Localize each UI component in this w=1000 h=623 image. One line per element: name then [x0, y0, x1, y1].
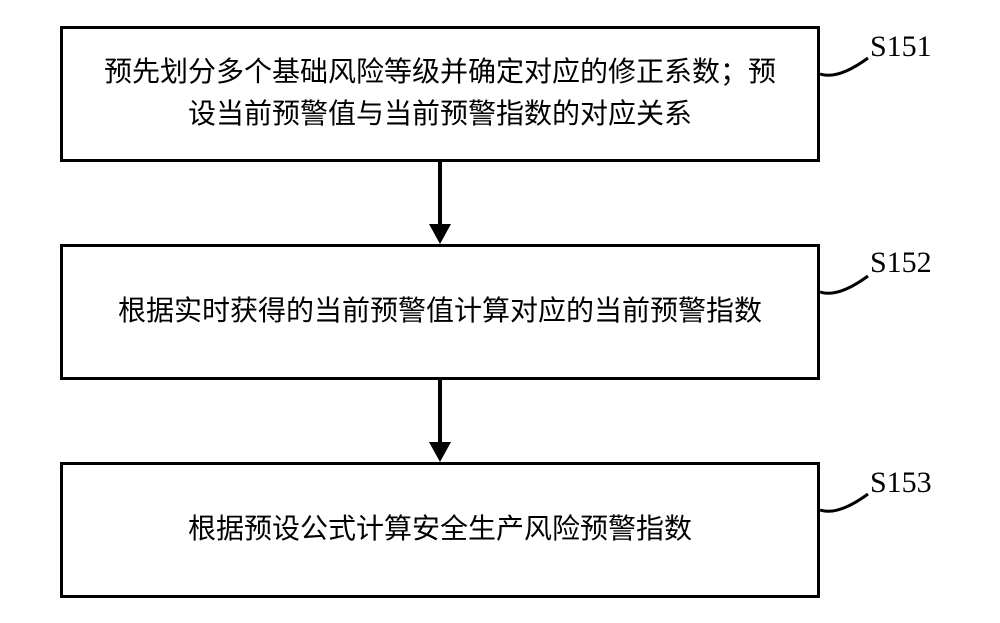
callout-2: [818, 268, 878, 308]
flow-node-1-text: 预先划分多个基础风险等级并确定对应的修正系数；预设当前预警值与当前预警指数的对应…: [91, 52, 789, 136]
callout-1: [818, 50, 878, 90]
callout-3: [818, 486, 878, 526]
arrow-1-2: [429, 224, 451, 244]
step-label-2: S152: [870, 246, 932, 280]
flow-node-3-text: 根据预设公式计算安全生产风险预警指数: [91, 509, 789, 551]
flow-node-3: 根据预设公式计算安全生产风险预警指数: [60, 462, 820, 598]
flow-node-1: 预先划分多个基础风险等级并确定对应的修正系数；预设当前预警值与当前预警指数的对应…: [60, 26, 820, 162]
flow-node-2-text: 根据实时获得的当前预警值计算对应的当前预警指数: [91, 291, 789, 333]
step-label-1: S151: [870, 30, 932, 64]
connector-1-2: [438, 162, 442, 224]
connector-2-3: [438, 380, 442, 442]
flow-node-2: 根据实时获得的当前预警值计算对应的当前预警指数: [60, 244, 820, 380]
flowchart-canvas: 预先划分多个基础风险等级并确定对应的修正系数；预设当前预警值与当前预警指数的对应…: [0, 0, 1000, 623]
arrow-2-3: [429, 442, 451, 462]
step-label-3: S153: [870, 466, 932, 500]
